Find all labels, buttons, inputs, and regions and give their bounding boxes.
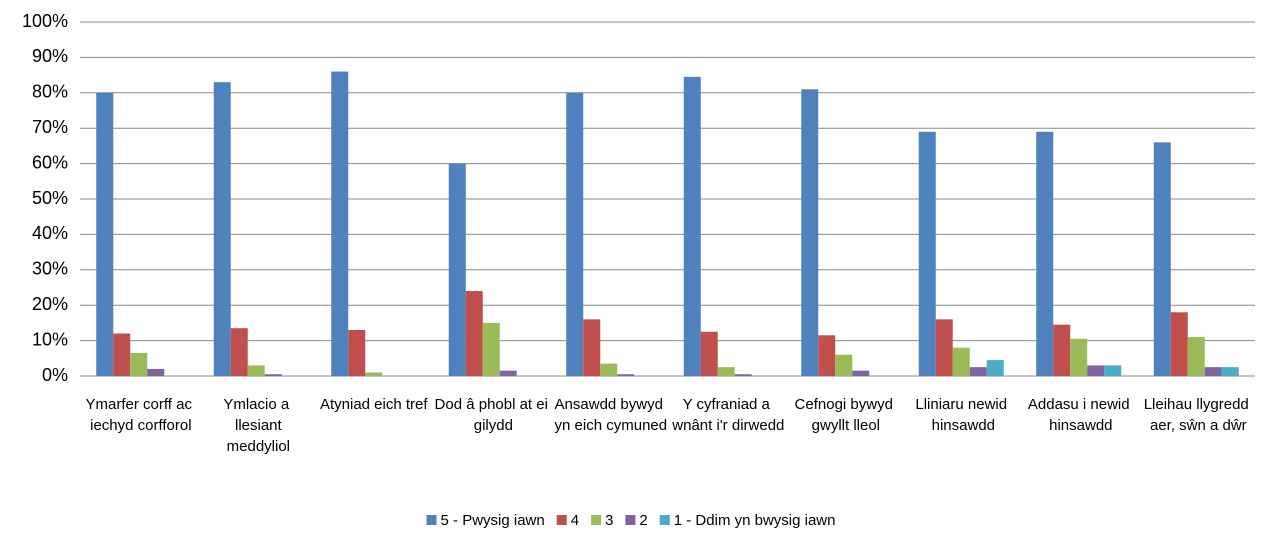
bar [935, 319, 953, 376]
bar [448, 163, 466, 376]
bar [1221, 367, 1239, 376]
bar [1053, 324, 1071, 376]
bar [465, 291, 483, 376]
y-tick-label: 10% [32, 329, 68, 349]
bar [734, 374, 752, 376]
y-tick-label: 100% [22, 11, 68, 31]
legend-swatch [426, 515, 437, 525]
bar [986, 360, 1004, 376]
x-tick-label: Cefnogi bywyd gwyllt lleol [795, 396, 893, 434]
bar [482, 322, 500, 376]
bar [348, 329, 366, 376]
bar [230, 328, 248, 376]
x-tick-label: Lliniaru newid hinsawdd [915, 396, 1007, 434]
bar [499, 370, 517, 376]
bar [700, 331, 718, 376]
bar [1153, 142, 1171, 376]
x-tick-label: Addasu i newid hinsawdd [1028, 396, 1130, 434]
bar [583, 319, 601, 376]
x-tick-label: Atyniad eich tref [320, 396, 428, 413]
bar [566, 92, 584, 377]
y-tick-label: 30% [32, 259, 68, 279]
bar [1187, 337, 1205, 376]
legend-label: 1 - Ddim yn bwysig iawn [674, 512, 836, 529]
y-tick-label: 60% [32, 152, 68, 172]
x-tick-label: Y cyfraniad a wnânt i'r dirwedd [668, 396, 784, 434]
bar [1070, 338, 1088, 376]
bar [918, 131, 936, 376]
x-tick-label: Lleihau llygredd aer, sŵn a dŵr [1144, 396, 1249, 434]
legend-swatch [591, 515, 602, 525]
bar [264, 374, 282, 376]
bar [96, 92, 114, 377]
legend-label: 5 - Pwysig iawn [441, 512, 545, 529]
y-tick-label: 40% [32, 223, 68, 243]
bar [1036, 131, 1054, 376]
y-tick-label: 70% [32, 117, 68, 137]
x-tick-label: Ymarfer corff ac iechyd corfforol [86, 396, 193, 434]
legend-swatch [659, 515, 670, 525]
legend-swatch [625, 515, 636, 525]
bar [247, 365, 265, 376]
legend-label: 4 [571, 512, 579, 529]
y-tick-label: 50% [32, 188, 68, 208]
y-tick-label: 90% [32, 46, 68, 66]
bar [365, 372, 383, 376]
bar [801, 89, 819, 376]
bar [818, 335, 836, 376]
x-tick-label: Ansawdd bywyd yn eich cymuned [550, 396, 667, 434]
bar [147, 368, 165, 376]
bar [835, 354, 853, 376]
bar [683, 76, 701, 377]
bar [331, 71, 349, 376]
legend: 5 - Pwysig iawn 4 3 2 1 - Ddim yn bwysig iaw… [426, 512, 836, 529]
bar [717, 367, 735, 376]
bar [130, 352, 148, 376]
legend-label: 2 [639, 512, 647, 529]
bar [1170, 312, 1188, 376]
x-tick-label: Dod â phobl at ei gilydd [435, 396, 548, 434]
bar [1204, 367, 1222, 376]
bar [1087, 365, 1105, 376]
bar [600, 363, 618, 376]
bar [952, 347, 970, 376]
bar [969, 367, 987, 376]
bar [1104, 365, 1122, 376]
bar [113, 333, 131, 376]
y-tick-label: 80% [32, 82, 68, 102]
bar [213, 82, 231, 377]
y-tick-label: 0% [42, 365, 68, 385]
y-tick-label: 20% [32, 294, 68, 314]
legend-label: 3 [605, 512, 613, 529]
bar [852, 370, 870, 376]
bar [617, 374, 635, 376]
legend-swatch [556, 515, 567, 525]
x-tick-label: Ymlacio a llesiant meddyliol [222, 396, 290, 455]
